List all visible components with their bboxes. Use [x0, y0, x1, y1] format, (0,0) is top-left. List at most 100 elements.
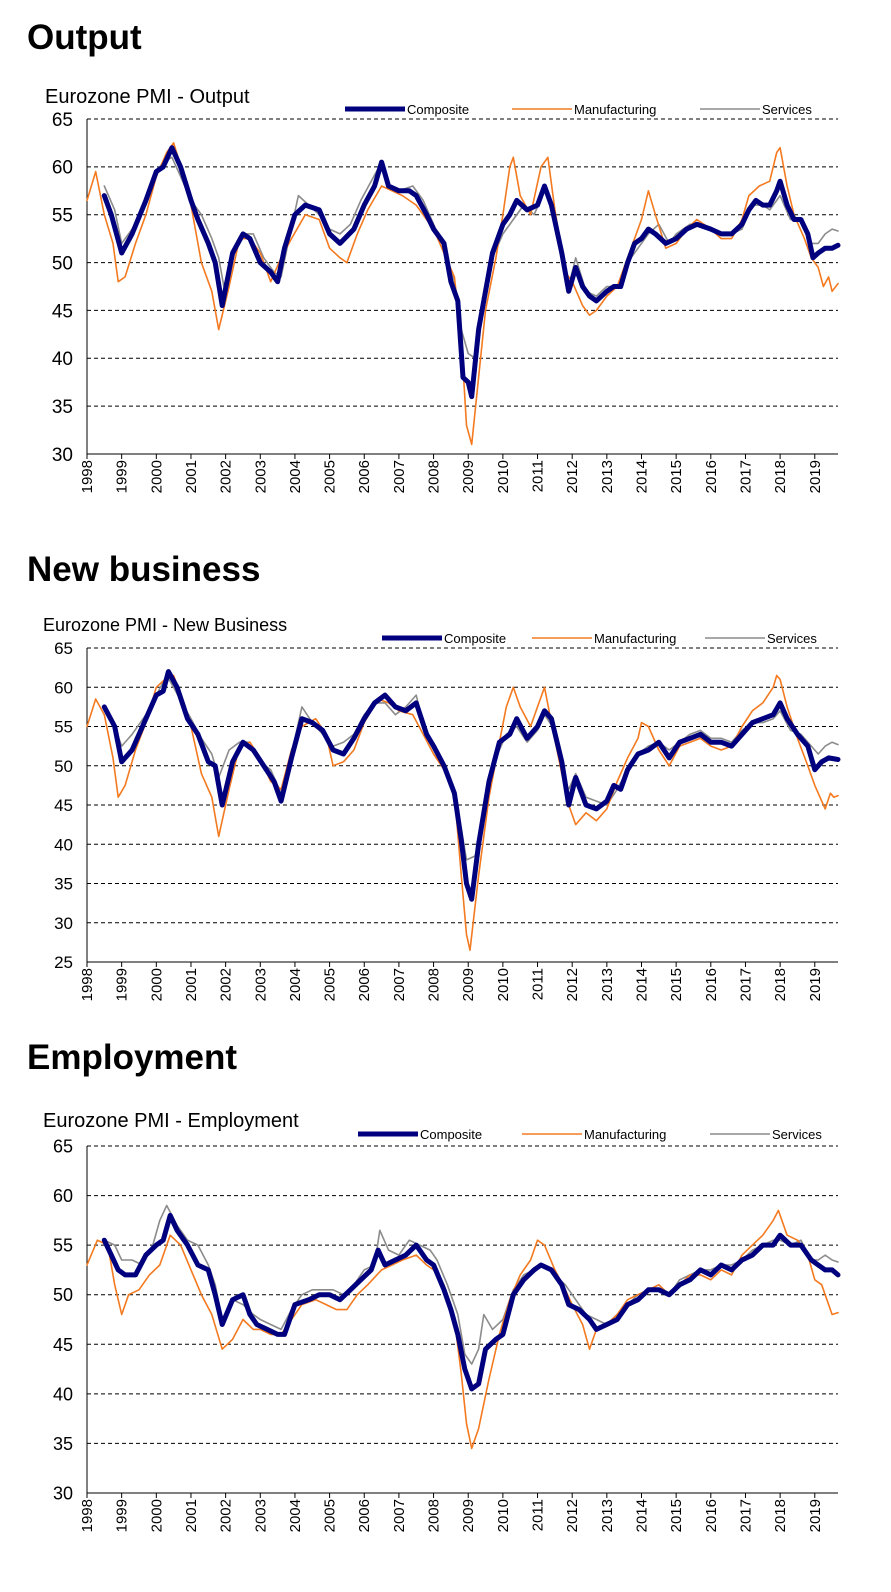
x-tick-label: 2015 [668, 968, 685, 1001]
y-tick-label: 65 [54, 639, 73, 658]
x-tick-label: 2014 [633, 460, 650, 493]
y-tick-label: 65 [52, 110, 73, 131]
x-tick-label: 1999 [114, 460, 131, 493]
x-tick-label: 2007 [391, 968, 408, 1001]
y-tick-label: 55 [53, 1236, 73, 1256]
legend-label-composite: Composite [407, 102, 469, 117]
x-tick-label: 1999 [114, 1499, 131, 1532]
x-tick-label: 2008 [426, 1499, 443, 1532]
chart-title: Eurozone PMI - New Business [43, 615, 287, 635]
legend-label-services: Services [762, 102, 812, 117]
y-tick-label: 40 [53, 1384, 73, 1404]
y-tick-label: 45 [54, 796, 73, 815]
x-tick-label: 1999 [114, 968, 131, 1001]
x-tick-label: 2010 [495, 968, 512, 1001]
legend-label-composite: Composite [444, 631, 506, 646]
y-tick-label: 60 [53, 1186, 73, 1206]
x-tick-label: 2016 [703, 460, 720, 493]
x-tick-label: 2000 [148, 460, 165, 493]
x-tick-label: 2008 [426, 460, 443, 493]
legend-label-services: Services [767, 631, 817, 646]
x-tick-label: 2019 [807, 1499, 824, 1532]
y-tick-label: 40 [54, 835, 73, 854]
x-tick-label: 2003 [252, 460, 269, 493]
x-tick-label: 2009 [460, 1499, 477, 1532]
x-tick-label: 2011 [530, 1499, 547, 1531]
y-tick-label: 50 [52, 253, 73, 274]
x-tick-label: 2012 [564, 968, 581, 1001]
x-tick-label: 2003 [252, 968, 269, 1001]
x-tick-label: 2017 [737, 1499, 754, 1532]
legend-label-manufacturing: Manufacturing [584, 1127, 666, 1142]
x-tick-label: 2013 [599, 1499, 616, 1532]
x-tick-label: 2010 [495, 1499, 512, 1532]
x-tick-label: 2018 [772, 460, 789, 493]
x-tick-label: 2009 [460, 968, 477, 1001]
legend-label-manufacturing: Manufacturing [594, 631, 676, 646]
x-tick-label: 2013 [599, 460, 616, 493]
x-tick-label: 2014 [633, 968, 650, 1001]
x-tick-label: 2015 [668, 1499, 685, 1532]
x-tick-label: 1998 [79, 1499, 96, 1532]
series-line-composite [101, 669, 841, 902]
y-tick-label: 55 [52, 206, 73, 227]
x-tick-label: 2013 [599, 968, 616, 1001]
x-tick-label: 2011 [530, 968, 547, 1000]
legend-label-composite: Composite [420, 1127, 482, 1142]
x-tick-label: 2012 [564, 460, 581, 493]
x-tick-label: 2005 [322, 1499, 339, 1532]
x-tick-label: 2018 [772, 1499, 789, 1532]
x-tick-label: 2006 [356, 968, 373, 1001]
y-tick-label: 50 [54, 757, 73, 776]
x-tick-label: 2002 [218, 460, 235, 493]
x-tick-label: 2005 [322, 968, 339, 1001]
x-tick-label: 2007 [391, 1499, 408, 1532]
y-tick-label: 30 [52, 445, 73, 466]
y-tick-label: 25 [54, 953, 73, 972]
x-tick-label: 2019 [807, 968, 824, 1001]
x-tick-label: 1998 [79, 460, 96, 493]
series-line-manufacturing [86, 142, 839, 446]
chart-title: Eurozone PMI - Employment [43, 1110, 299, 1132]
x-tick-label: 2006 [356, 460, 373, 493]
x-tick-label: 2010 [495, 460, 512, 493]
x-tick-label: 2001 [183, 968, 200, 1001]
legend-label-services: Services [772, 1127, 822, 1142]
x-tick-label: 2002 [218, 1499, 235, 1532]
y-tick-label: 40 [52, 349, 73, 370]
series-line-manufacturing [86, 674, 839, 951]
section-heading-employment: Employment [27, 1038, 238, 1077]
y-tick-label: 30 [54, 914, 73, 933]
x-tick-label: 2018 [772, 968, 789, 1001]
x-tick-label: 2012 [564, 1499, 581, 1532]
x-tick-label: 2001 [183, 1499, 200, 1532]
x-tick-label: 2000 [148, 968, 165, 1001]
section-heading-new-business: New business [27, 550, 261, 589]
y-tick-label: 35 [53, 1434, 73, 1454]
series-line-manufacturing [86, 1209, 839, 1450]
x-tick-label: 2015 [668, 460, 685, 493]
x-tick-label: 2006 [356, 1499, 373, 1532]
legend-label-manufacturing: Manufacturing [574, 102, 656, 117]
y-tick-label: 35 [52, 397, 73, 418]
x-tick-label: 2007 [391, 460, 408, 493]
x-tick-label: 2009 [460, 460, 477, 493]
y-tick-label: 60 [52, 158, 73, 179]
x-tick-label: 2011 [530, 460, 547, 492]
new-business-chart-panel: Eurozone PMI - New Business 25 30 35 40 45 50 5… [0, 612, 891, 1032]
x-tick-label: 2002 [218, 968, 235, 1001]
x-tick-label: 2004 [287, 968, 304, 1001]
x-tick-label: 2017 [737, 460, 754, 493]
y-tick-label: 60 [54, 678, 73, 697]
chart-title: Eurozone PMI - Output [45, 86, 250, 108]
y-tick-label: 30 [53, 1483, 73, 1503]
x-tick-label: 2019 [807, 460, 824, 493]
x-tick-label: 2003 [252, 1499, 269, 1532]
y-tick-label: 45 [52, 301, 73, 322]
y-tick-label: 50 [53, 1285, 73, 1305]
series-line-composite [101, 1212, 841, 1392]
x-tick-label: 2017 [737, 968, 754, 1001]
x-tick-label: 2004 [287, 1499, 304, 1532]
output-chart-panel: Eurozone PMI - Output 30 35 40 45 50 55 60 65 199… [0, 82, 891, 522]
x-tick-label: 1998 [79, 968, 96, 1001]
